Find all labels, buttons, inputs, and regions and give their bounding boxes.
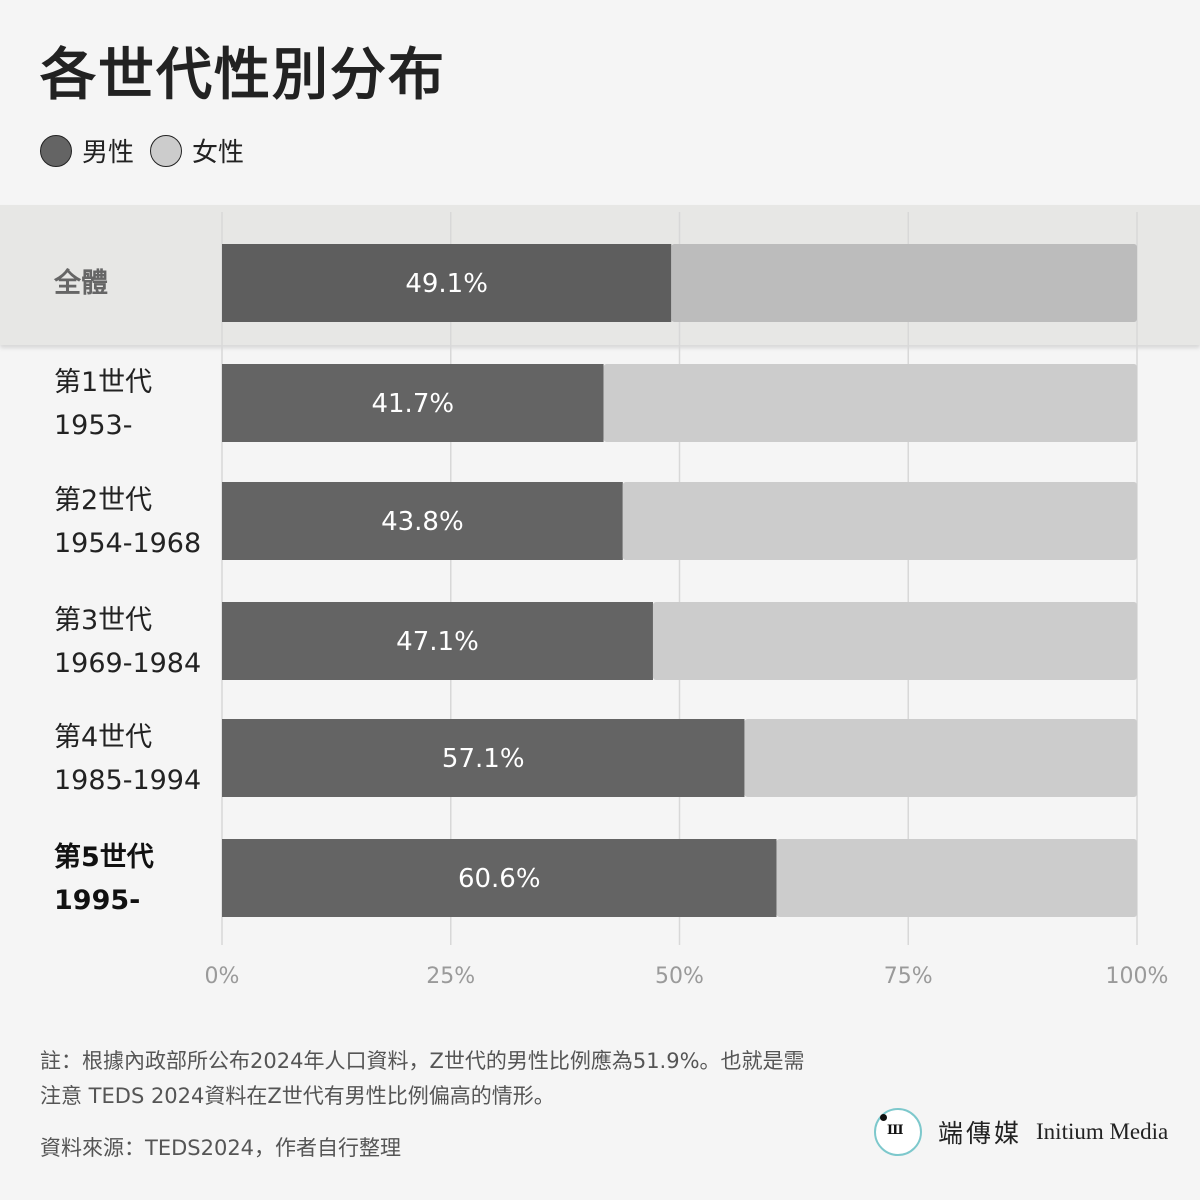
x-tick-label-4: 100% [1106,964,1169,989]
category-years: 1953- [54,410,133,441]
category-name: 全體 [54,268,108,299]
data-label-3: 47.1% [396,627,479,657]
category-label-2: 第2世代 1954-1968 [54,479,201,565]
source-text: 資料來源：TEDS2024，作者自行整理 [40,1136,402,1160]
data-label-0: 49.1% [405,269,488,299]
x-tick-label-2: 50% [655,964,704,989]
category-years: 1995- [54,885,141,916]
bar-male-4 [222,719,745,797]
legend-item-male: 男性 [40,132,134,169]
x-tick-label-1: 25% [426,964,475,989]
category-label-4: 第4世代 1985-1994 [54,716,201,802]
category-label-3: 第3世代 1969-1984 [54,599,201,685]
category-name: 第1世代 [54,367,153,398]
footnote-line-2: 注意 TEDS 2024資料在Z世代有男性比例偏高的情形。 [40,1084,555,1108]
category-years: 1954-1968 [54,528,202,559]
bar-male-3 [222,602,653,680]
brand-logo-icon: Ш [874,1108,922,1156]
legend-item-female: 女性 [150,132,244,169]
bar-female-3 [652,602,1137,680]
legend-swatch-female [150,134,183,167]
category-label-5: 第5世代 1995- [54,836,154,922]
legend: 男性 女性 [40,132,260,169]
category-name: 第4世代 [54,722,153,753]
bar-male-5 [222,839,777,917]
bar-female-1 [603,364,1137,442]
category-name: 第3世代 [54,605,153,636]
data-label-5: 60.6% [458,864,541,894]
data-label-2: 43.8% [381,507,464,537]
bar-male-0 [222,244,672,322]
data-label-1: 41.7% [371,389,454,419]
bar-male-2 [222,482,623,560]
data-label-4: 57.1% [442,744,525,774]
x-tick-label-0: 0% [205,964,240,989]
bar-male-1 [222,364,604,442]
legend-label-male: 男性 [82,138,135,168]
footnote: 註：根據內政部所公布2024年人口資料，Z世代的男性比例應為51.9%。也就是需… [40,1044,940,1114]
category-years: 1985-1994 [54,765,202,796]
x-tick-label-3: 75% [884,964,933,989]
brand: Ш 端傳媒 Initium Media [874,1108,1168,1156]
bar-female-0 [671,244,1137,322]
legend-label-female: 女性 [192,138,245,168]
chart-title: 各世代性別分布 [40,43,446,108]
footnote-line-1: 註：根據內政部所公布2024年人口資料，Z世代的男性比例應為51.9%。也就是需 [40,1049,805,1073]
bar-female-4 [744,719,1137,797]
brand-name-en: Initium Media [1036,1119,1169,1144]
category-years: 1969-1984 [54,648,202,679]
bar-female-5 [776,839,1137,917]
category-name: 第5世代 [54,842,154,873]
brand-name-zh: 端傳媒 [938,1119,1023,1148]
category-label-0: 全體 [54,262,108,305]
category-label-1: 第1世代 1953- [54,361,152,447]
bar-female-2 [622,482,1137,560]
legend-swatch-male [40,134,72,167]
category-name: 第2世代 [54,485,153,516]
stacked-bar-chart: 0% 25% 50% 75% 100% 49.1% 41.7% 43.8% 47.1% 57.1%… [205,212,1169,989]
